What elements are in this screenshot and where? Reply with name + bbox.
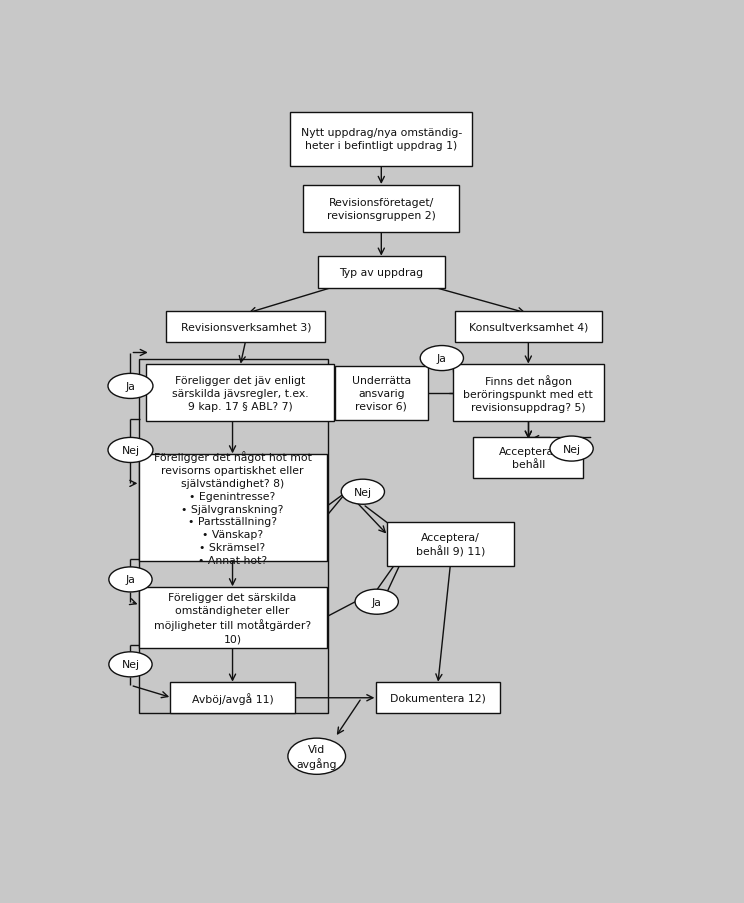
FancyBboxPatch shape [335, 367, 428, 421]
Text: Dokumentera 12): Dokumentera 12) [390, 693, 486, 703]
Ellipse shape [341, 479, 385, 505]
Ellipse shape [108, 438, 153, 463]
Text: Konsultverksamhet 4): Konsultverksamhet 4) [469, 322, 588, 332]
FancyBboxPatch shape [170, 683, 295, 713]
Text: Ja: Ja [372, 597, 382, 607]
FancyBboxPatch shape [387, 523, 514, 566]
FancyBboxPatch shape [290, 113, 472, 167]
Text: Ja: Ja [126, 575, 135, 585]
Text: Föreligger det något hot mot
revisorns opartiskhet eller
självständighet? 8)
• E: Föreligger det något hot mot revisorns o… [153, 452, 312, 565]
Text: Vid
avgång: Vid avgång [296, 744, 337, 768]
Ellipse shape [420, 346, 464, 371]
FancyBboxPatch shape [166, 312, 325, 342]
Text: Nej: Nej [354, 488, 372, 498]
FancyBboxPatch shape [138, 454, 327, 562]
FancyBboxPatch shape [453, 365, 603, 422]
Text: Föreligger det jäv enligt
särskilda jävsregler, t.ex.
9 kap. 17 § ABL? 7): Föreligger det jäv enligt särskilda jävs… [172, 376, 308, 411]
Text: Ja: Ja [126, 381, 135, 392]
FancyBboxPatch shape [318, 257, 445, 289]
Ellipse shape [108, 374, 153, 399]
FancyBboxPatch shape [455, 312, 602, 342]
Text: Revisionsverksamhet 3): Revisionsverksamhet 3) [181, 322, 311, 332]
Text: Nej: Nej [121, 659, 139, 670]
Text: Finns det någon
beröringspunkt med ett
revisionsuppdrag? 5): Finns det någon beröringspunkt med ett r… [464, 375, 593, 412]
FancyBboxPatch shape [146, 365, 334, 422]
FancyBboxPatch shape [473, 437, 583, 479]
Text: Avböj/avgå 11): Avböj/avgå 11) [192, 692, 273, 704]
FancyBboxPatch shape [303, 185, 460, 233]
Text: Föreligger det särskilda
omständigheter eller
möjligheter till motåtgärder?
10): Föreligger det särskilda omständigheter … [154, 592, 311, 644]
Text: Nej: Nej [562, 444, 580, 454]
Ellipse shape [288, 739, 345, 775]
Text: Acceptera/
behåll 9) 11): Acceptera/ behåll 9) 11) [416, 532, 485, 556]
Ellipse shape [109, 567, 152, 592]
Ellipse shape [550, 436, 593, 461]
Text: Typ av uppdrag: Typ av uppdrag [339, 268, 423, 278]
Ellipse shape [355, 590, 398, 615]
Text: Underrätta
ansvarig
revisor 6): Underrätta ansvarig revisor 6) [352, 376, 411, 411]
FancyBboxPatch shape [138, 588, 327, 648]
FancyBboxPatch shape [376, 683, 500, 713]
Ellipse shape [109, 652, 152, 677]
Text: Revisionsföretaget/
revisionsgruppen 2): Revisionsföretaget/ revisionsgruppen 2) [327, 198, 436, 220]
Text: Ja: Ja [437, 354, 447, 364]
Text: Nej: Nej [121, 445, 139, 455]
Text: Acceptera/
behåll: Acceptera/ behåll [499, 447, 558, 470]
Text: Nytt uppdrag/nya omständig-
heter i befintligt uppdrag 1): Nytt uppdrag/nya omständig- heter i befi… [301, 128, 462, 151]
